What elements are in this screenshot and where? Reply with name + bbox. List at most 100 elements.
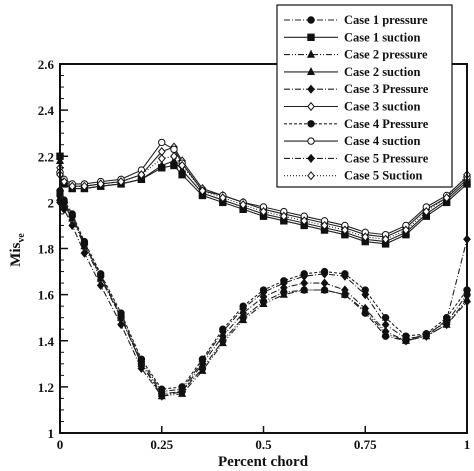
legend-label: Case 5 Pressure	[344, 151, 429, 165]
data-point	[239, 200, 248, 210]
data-point	[239, 303, 248, 314]
legend-entry: Case 5 Pressure	[284, 151, 429, 165]
y-tick-label: 2.4	[38, 103, 55, 118]
data-point	[80, 248, 89, 258]
y-tick-label: 2.6	[38, 57, 55, 72]
legend-entry: Case 1 pressure	[284, 13, 428, 27]
y-tick-label: 1	[48, 426, 55, 441]
data-point	[259, 287, 268, 297]
y-axis-label-subscript: ve	[16, 233, 27, 243]
data-point	[300, 278, 309, 288]
legend-entry: Case 4 Pressure	[284, 117, 429, 131]
data-point	[157, 153, 166, 164]
data-point	[239, 308, 248, 318]
data-point	[381, 313, 390, 322]
data-point	[157, 391, 166, 401]
tick-layer: 0 0.25 0.5 0.75 1 1 1.2 1.4 1.6 1.8 2 2.2 2.4 2.6	[38, 57, 471, 452]
x-axis-label: Percent chord	[218, 454, 309, 470]
data-point	[218, 193, 227, 203]
y-tick-label: 1.2	[38, 380, 54, 395]
legend-marker	[306, 49, 316, 58]
data-point	[341, 285, 349, 295]
y-tick-label: 2.2	[38, 149, 54, 164]
data-point	[80, 181, 89, 191]
data-point	[198, 365, 207, 374]
data-point	[137, 363, 146, 374]
data-point	[137, 356, 146, 367]
legend-label: Case 3 suction	[344, 100, 420, 114]
data-point	[381, 320, 390, 330]
legend-marker	[307, 137, 315, 145]
data-point	[157, 160, 166, 169]
series-layer	[55, 138, 472, 401]
data-point	[218, 338, 227, 347]
data-point	[361, 303, 370, 314]
y-axis-label-main: Mis	[8, 242, 24, 266]
y-tick-label: 1.8	[38, 242, 55, 257]
legend-marker	[307, 153, 315, 163]
x-tick-label: 0.75	[354, 437, 377, 452]
y-axis-label: Misve	[8, 233, 27, 267]
data-point	[422, 331, 431, 341]
data-point	[198, 186, 207, 196]
data-point	[320, 220, 329, 231]
data-point	[300, 285, 309, 294]
legend-entry: Case 2 suction	[284, 65, 420, 79]
legend-marker	[307, 120, 315, 128]
data-point	[381, 234, 390, 244]
data-point	[218, 326, 227, 337]
data-point	[320, 285, 329, 294]
data-point	[158, 138, 166, 147]
y-axis-label-group: Misve	[8, 233, 27, 267]
legend-label: Case 4 Pressure	[344, 117, 429, 131]
data-point	[422, 207, 431, 217]
data-point	[80, 239, 89, 249]
data-point	[96, 179, 105, 189]
data-point	[442, 193, 451, 203]
data-point	[96, 271, 105, 281]
data-point	[300, 216, 309, 226]
data-point	[300, 271, 309, 281]
data-point	[178, 160, 186, 171]
legend-marker	[307, 33, 315, 41]
data-point	[239, 315, 248, 324]
legend-entry: Case 3 suction	[284, 100, 420, 114]
legend-marker	[307, 16, 315, 24]
legend-entry: Case 3 Pressure	[284, 82, 429, 96]
data-point	[117, 310, 125, 320]
legend-label: Case 1 suction	[344, 30, 420, 44]
legend-label: Case 2 pressure	[344, 48, 428, 62]
legend-box	[276, 4, 453, 188]
data-point	[198, 356, 207, 367]
data-point	[259, 298, 268, 307]
data-point	[137, 170, 146, 180]
data-point	[279, 278, 288, 288]
legend-entry: Case 5 Suction	[284, 169, 423, 183]
legend-label: Case 3 Pressure	[344, 82, 429, 96]
data-point	[361, 232, 370, 242]
data-point	[361, 290, 370, 300]
data-point	[341, 271, 349, 281]
legend-entry: Case 2 pressure	[284, 48, 428, 62]
data-point	[96, 280, 105, 290]
data-point	[402, 333, 410, 344]
legend-label: Case 5 Suction	[344, 169, 423, 183]
data-point	[170, 145, 178, 154]
data-point	[157, 386, 166, 397]
legend-marker	[307, 101, 315, 112]
data-point	[442, 315, 451, 325]
x-tick-label: 1	[464, 437, 471, 452]
legend: Case 1 pressure Case 1 suction Case 2 pres…	[276, 4, 453, 188]
y-tick-label: 2	[48, 195, 55, 210]
data-point	[381, 326, 390, 337]
data-point	[442, 320, 451, 330]
series-line-4	[59, 160, 468, 243]
series-line-5	[59, 202, 468, 397]
data-point	[68, 181, 77, 191]
data-point	[117, 177, 125, 187]
data-point	[320, 269, 329, 279]
x-tick-label: 0	[57, 437, 64, 452]
legend-label: Case 4 suction	[344, 134, 420, 148]
data-point	[402, 225, 410, 235]
